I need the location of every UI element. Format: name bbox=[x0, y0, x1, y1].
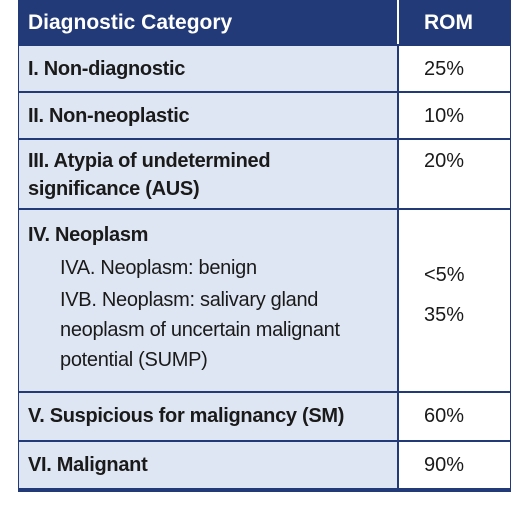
subcategory-label-line-1: IVB. Neoplasm: salivary gland bbox=[60, 289, 319, 311]
category-cell: VI. Malignant bbox=[19, 442, 399, 488]
rom-cell: 60% bbox=[399, 393, 510, 440]
category-label: V. Suspicious for malignancy (SM) bbox=[28, 405, 345, 427]
rom-value-ivb: 35% bbox=[424, 304, 465, 326]
rom-cell: <5% 35% bbox=[399, 210, 510, 391]
risk-of-malignancy-table: Diagnostic Category ROM I. Non-diagnosti… bbox=[18, 0, 511, 492]
rom-cell: 20% bbox=[399, 140, 510, 208]
rom-spacer bbox=[424, 289, 510, 301]
table-row: V. Suspicious for malignancy (SM) 60% bbox=[19, 393, 510, 442]
table-row: II. Non-neoplastic 10% bbox=[19, 93, 510, 140]
header-rom: ROM bbox=[399, 0, 510, 44]
category-label: VI. Malignant bbox=[28, 454, 148, 476]
table-row: VI. Malignant 90% bbox=[19, 442, 510, 488]
subcategory-label-line-2: neoplasm of uncertain malignant bbox=[60, 319, 340, 341]
category-label-line-1: III. Atypia of undetermined bbox=[28, 150, 271, 172]
table-header-row: Diagnostic Category ROM bbox=[19, 0, 510, 46]
category-label: I. Non-diagnostic bbox=[28, 58, 186, 80]
category-cell: I. Non-diagnostic bbox=[19, 46, 399, 91]
table-row: IV. Neoplasm IVA. Neoplasm: benign IVB. … bbox=[19, 210, 510, 393]
category-label: IV. Neoplasm bbox=[28, 224, 149, 246]
category-cell: V. Suspicious for malignancy (SM) bbox=[19, 393, 399, 440]
category-cell: II. Non-neoplastic bbox=[19, 93, 399, 138]
category-label: II. Non-neoplastic bbox=[28, 105, 190, 127]
category-cell: III. Atypia of undetermined significance… bbox=[19, 140, 399, 208]
category-cell: IV. Neoplasm IVA. Neoplasm: benign IVB. … bbox=[19, 210, 399, 391]
category-label-line-2: significance (AUS) bbox=[28, 178, 200, 200]
table-row: I. Non-diagnostic 25% bbox=[19, 46, 510, 93]
subcategory-label-line-3: potential (SUMP) bbox=[60, 349, 208, 371]
subcategory-label: IVA. Neoplasm: benign bbox=[60, 257, 257, 279]
rom-value-iva: <5% bbox=[424, 264, 465, 286]
header-diagnostic-category: Diagnostic Category bbox=[19, 0, 399, 44]
table-row: III. Atypia of undetermined significance… bbox=[19, 140, 510, 210]
rom-cell: 25% bbox=[399, 46, 510, 91]
rom-cell: 90% bbox=[399, 442, 510, 488]
rom-cell: 10% bbox=[399, 93, 510, 138]
